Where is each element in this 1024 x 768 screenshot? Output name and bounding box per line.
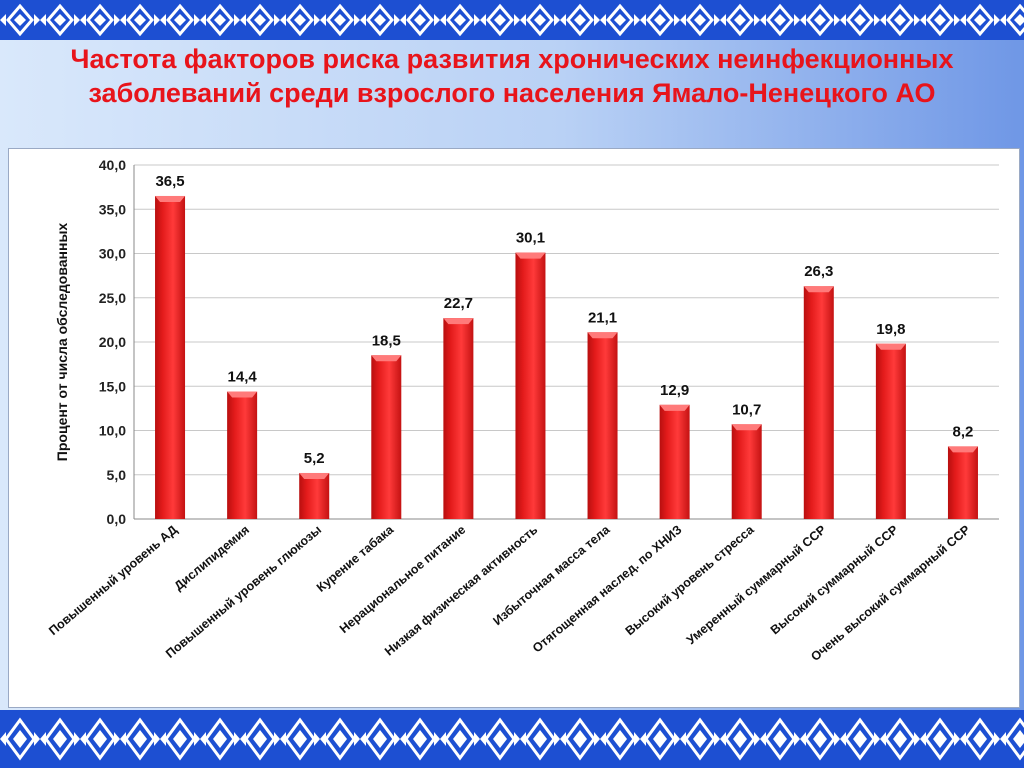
y-tick-label: 10,0 bbox=[99, 423, 126, 439]
bar-value-label: 30,1 bbox=[516, 230, 545, 247]
bar bbox=[803, 286, 834, 519]
bar bbox=[515, 252, 546, 519]
bar-cap bbox=[731, 424, 762, 431]
y-tick-label: 15,0 bbox=[99, 378, 126, 394]
chart-panel: 0,0 5,0 10,0 15,0 20,0 25,0 30,0 35,0 40,0 36,5 1… bbox=[8, 148, 1020, 708]
bar-value-label: 14,4 bbox=[228, 369, 258, 386]
bar bbox=[443, 318, 474, 519]
bar bbox=[731, 424, 762, 519]
y-tick-label: 0,0 bbox=[107, 511, 127, 527]
y-tick-label: 35,0 bbox=[99, 201, 126, 217]
x-axis-category-labels: Повышенный уровень АДДислипидемияПовышен… bbox=[46, 522, 973, 664]
bar-cap bbox=[659, 404, 690, 411]
x-tick-label: Отягощенная наслед. по ХНИЗ bbox=[530, 522, 685, 655]
bar-value-label: 21,1 bbox=[588, 309, 617, 326]
bar-chart: 0,0 5,0 10,0 15,0 20,0 25,0 30,0 35,0 40,0 36,5 1… bbox=[46, 157, 999, 664]
x-tick-label: Очень высокий суммарный ССР bbox=[808, 523, 973, 664]
x-tick-label: Высокий суммарный ССР bbox=[768, 523, 901, 638]
x-tick-label: Повышенный уровень АД bbox=[46, 523, 180, 639]
x-tick-label: Умеренный суммарный ССР bbox=[684, 523, 829, 648]
bar-cap bbox=[803, 286, 834, 293]
bar bbox=[155, 195, 186, 519]
bar-value-label: 10,7 bbox=[732, 401, 761, 418]
bar-cap bbox=[875, 343, 906, 350]
y-tick-label: 20,0 bbox=[99, 334, 126, 350]
bar-value-label: 36,5 bbox=[155, 173, 184, 190]
y-tick-label: 30,0 bbox=[99, 246, 126, 262]
top-ornament-pattern bbox=[0, 0, 1024, 40]
bottom-ornament-border bbox=[0, 710, 1024, 768]
bar-value-label: 5,2 bbox=[304, 450, 325, 467]
bar-cap bbox=[515, 252, 546, 259]
bar bbox=[947, 446, 978, 519]
bar-value-label: 19,8 bbox=[876, 321, 905, 338]
bar-value-label: 12,9 bbox=[660, 382, 689, 399]
bar bbox=[371, 355, 402, 519]
bar-cap bbox=[947, 446, 978, 453]
x-tick-label: Низкая физическая активность bbox=[382, 522, 541, 658]
x-tick-label: Высокий уровень стресса bbox=[623, 522, 758, 638]
slide-title: Частота факторов риска развития хроничес… bbox=[70, 44, 954, 108]
bar-cap bbox=[155, 195, 186, 202]
bar-value-label: 26,3 bbox=[804, 263, 833, 280]
bar bbox=[659, 404, 690, 519]
bar bbox=[299, 472, 330, 519]
bar-cap bbox=[299, 472, 330, 479]
x-tick-label: Избыточная масса тела bbox=[490, 522, 613, 628]
y-axis-title: Процент от числа обследованных bbox=[54, 223, 70, 462]
x-tick-label: Повышенный уровень глюкозы bbox=[163, 523, 324, 661]
x-tick-label: Курение табака bbox=[314, 522, 397, 595]
bar bbox=[587, 332, 618, 519]
bar-value-label: 18,5 bbox=[372, 332, 401, 349]
bar bbox=[227, 391, 258, 519]
y-axis-ticks: 0,0 5,0 10,0 15,0 20,0 25,0 30,0 35,0 40,0 bbox=[99, 157, 126, 527]
bar-value-labels: 36,5 14,4 5,2 18,5 22,7 30,1 21,1 12,9 10,7 26,3 1… bbox=[155, 173, 973, 467]
chart-bars bbox=[155, 195, 978, 519]
top-ornament-border bbox=[0, 0, 1024, 40]
y-tick-label: 5,0 bbox=[107, 467, 127, 483]
chart-gridlines bbox=[133, 164, 999, 520]
bottom-ornament-pattern bbox=[0, 710, 1024, 768]
bar-cap bbox=[443, 318, 474, 325]
bar-cap bbox=[227, 391, 258, 398]
bar-cap bbox=[587, 332, 618, 339]
bar bbox=[875, 343, 906, 519]
bar-cap bbox=[371, 355, 402, 362]
x-tick-label: Нерациональное питание bbox=[337, 523, 468, 636]
y-tick-label: 40,0 bbox=[99, 157, 126, 173]
y-tick-label: 25,0 bbox=[99, 290, 126, 306]
bar-value-label: 22,7 bbox=[444, 295, 473, 312]
bar-value-label: 8,2 bbox=[953, 423, 974, 440]
x-tick-label: Дислипидемия bbox=[172, 523, 253, 594]
